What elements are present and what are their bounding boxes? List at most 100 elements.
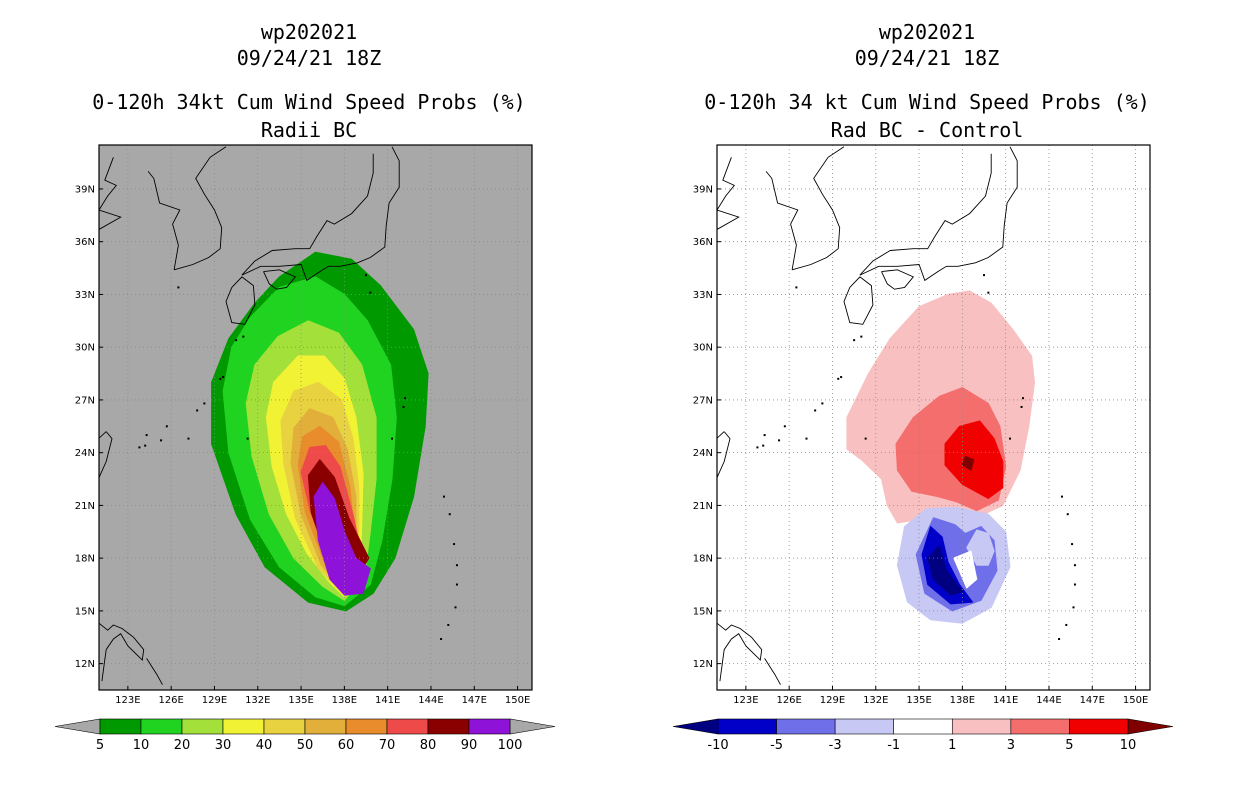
coastline — [843, 276, 874, 325]
coastline — [241, 153, 374, 276]
island — [235, 339, 238, 342]
island — [778, 439, 781, 442]
x-tick-label: 135E — [906, 695, 931, 706]
y-tick-label: 15N — [693, 606, 713, 617]
island — [1065, 623, 1068, 626]
colorbar-segment — [427, 718, 470, 735]
colorbar-label: -3 — [829, 738, 842, 753]
island — [455, 564, 458, 567]
island — [983, 274, 986, 277]
x-tick-label: 144E — [418, 695, 443, 706]
y-tick-label: 36N — [75, 237, 95, 248]
colorbar-segment — [951, 718, 1012, 735]
y-tick-label: 12N — [693, 659, 713, 670]
left-chart-panel: wp202021 09/24/21 18Z 0-120h 34kt Cum Wi… — [54, 20, 556, 753]
y-tick-label: 33N — [75, 290, 95, 301]
island — [440, 638, 443, 641]
island — [196, 409, 199, 412]
y-tick-label: 27N — [693, 395, 713, 406]
colorbar-segment — [776, 718, 836, 735]
x-tick-label: 150E — [1123, 695, 1148, 706]
x-tick-label: 126E — [158, 695, 183, 706]
island — [853, 339, 856, 342]
chart-title: 0-120h 34kt Cum Wind Speed Probs (%) — [92, 90, 526, 114]
island — [1073, 583, 1076, 586]
island — [814, 409, 817, 412]
island — [246, 437, 249, 440]
x-tick-label: 132E — [245, 695, 270, 706]
island — [840, 376, 843, 379]
chart-subtitle: Radii BC — [260, 118, 358, 142]
island — [177, 286, 180, 289]
x-tick-label: 138E — [950, 695, 975, 706]
island — [165, 425, 168, 428]
island — [763, 434, 766, 437]
colorbar-extend-low — [672, 718, 719, 735]
island — [1058, 638, 1061, 641]
island — [442, 495, 445, 498]
plot-frame — [716, 144, 1151, 691]
storm-id: wp202021 — [260, 20, 358, 44]
colorbar-label: 5 — [1065, 738, 1073, 753]
y-tick-label: 18N — [75, 554, 95, 565]
x-tick-label: 147E — [1080, 695, 1105, 706]
coastline — [241, 146, 400, 282]
colorbar-segment — [140, 718, 183, 735]
island — [144, 444, 147, 447]
colorbar-label: 10 — [1120, 738, 1137, 753]
x-tick-label: 132E — [863, 695, 888, 706]
island — [756, 446, 759, 449]
coastline — [99, 157, 122, 230]
x-tick-label: 135E — [288, 695, 313, 706]
colorbar-segment — [468, 718, 511, 735]
colorbar-segment — [834, 718, 895, 735]
colorbar-extend-high — [509, 718, 556, 735]
chart-title: 0-120h 34 kt Cum Wind Speed Probs (%) — [704, 90, 1150, 114]
island — [860, 335, 863, 338]
colorbar-label: 10 — [133, 738, 150, 753]
y-tick-label: 21N — [693, 501, 713, 512]
y-tick-label: 21N — [75, 501, 95, 512]
coastline — [225, 276, 256, 325]
colorbar-segment — [717, 718, 777, 735]
coastline — [147, 171, 181, 270]
colorbar-label: 50 — [297, 738, 314, 753]
plot-frame — [98, 144, 533, 691]
x-tick-label: 138E — [332, 695, 357, 706]
colorbar-segment — [181, 718, 224, 735]
coastline — [764, 658, 781, 685]
colorbar-segment — [386, 718, 429, 735]
y-tick-label: 30N — [693, 343, 713, 354]
colorbar-segment — [222, 718, 265, 735]
chart-subtitle: Rad BC - Control — [830, 118, 1024, 142]
y-tick-label: 27N — [75, 395, 95, 406]
colorbar-label: -10 — [707, 738, 728, 753]
colorbar-extend-low — [54, 718, 101, 735]
coastline — [99, 431, 113, 479]
coastline — [881, 269, 915, 290]
island — [1073, 564, 1076, 567]
x-tick-label: 123E — [733, 695, 758, 706]
coastline — [859, 146, 1018, 282]
right-chart-panel: wp202021 09/24/21 18Z 0-120h 34 kt Cum W… — [618, 0, 1236, 800]
island — [821, 402, 824, 405]
colorbar-label: 20 — [174, 738, 191, 753]
island — [783, 425, 786, 428]
island — [864, 437, 867, 440]
colorbar-label: 3 — [1007, 738, 1015, 753]
difference-map: 123E 126E 129E 132E 135E 138E 141E 144E 147E 150E… — [672, 144, 1174, 753]
coastline — [263, 269, 297, 290]
y-tick-label: 33N — [693, 290, 713, 301]
x-tick-label: 129E — [202, 695, 227, 706]
island — [138, 446, 141, 449]
island — [454, 606, 457, 609]
colorbar-label: -1 — [887, 738, 900, 753]
y-tick-label: 39N — [75, 184, 95, 195]
colorbar-segment — [263, 718, 306, 735]
x-tick-label: 123E — [115, 695, 140, 706]
island — [448, 513, 451, 516]
coastline — [859, 153, 992, 276]
island — [219, 377, 222, 380]
colorbar-segment — [99, 718, 142, 735]
island — [1072, 606, 1075, 609]
